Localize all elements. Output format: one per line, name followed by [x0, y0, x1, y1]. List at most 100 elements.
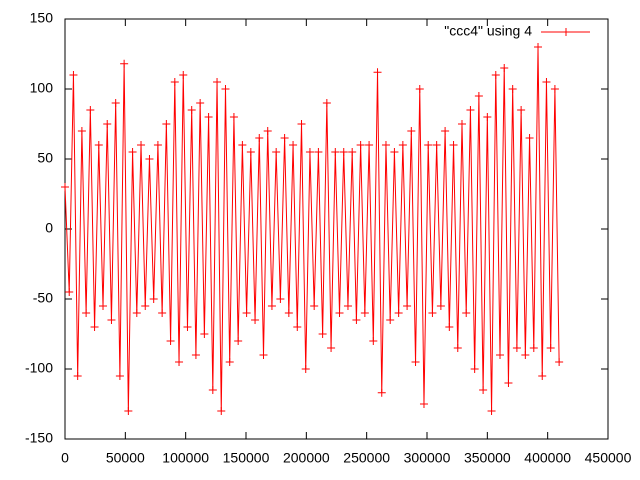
y-tick-label: 100 — [30, 80, 54, 96]
data-point — [111, 99, 120, 107]
data-point — [187, 106, 196, 114]
data-point — [525, 134, 534, 142]
data-point — [301, 365, 310, 373]
legend-label: "ccc4" using 4 — [444, 23, 532, 39]
data-point — [470, 365, 479, 373]
data-point — [115, 372, 124, 380]
data-point — [297, 120, 306, 128]
data-point — [436, 302, 445, 310]
data-point — [61, 183, 69, 191]
data-point — [65, 288, 74, 296]
data-point — [322, 99, 331, 107]
data-point — [251, 316, 260, 324]
x-tick-label: 200000 — [283, 450, 330, 466]
data-point — [373, 68, 382, 77]
data-point — [466, 106, 475, 114]
x-tick-label: 250000 — [343, 450, 390, 466]
data-point — [335, 309, 344, 317]
data-point — [255, 134, 264, 142]
data-point — [90, 323, 99, 331]
data-point — [170, 78, 179, 86]
data-point — [120, 59, 129, 68]
data-point — [546, 344, 555, 352]
data-point — [200, 330, 209, 338]
data-point — [289, 141, 298, 149]
x-tick-label: 300000 — [404, 450, 451, 466]
data-point — [128, 148, 137, 156]
data-point — [234, 337, 243, 345]
data-point — [390, 148, 399, 156]
data-point — [381, 141, 390, 149]
data-point — [415, 85, 424, 93]
x-tick-label: 150000 — [223, 450, 270, 466]
data-point — [403, 302, 412, 310]
data-point — [496, 351, 505, 359]
data-point — [229, 113, 238, 121]
data-point — [453, 344, 462, 352]
data-point — [213, 78, 222, 86]
data-point — [175, 358, 184, 366]
data-point — [398, 141, 407, 149]
data-point — [73, 372, 82, 380]
data-point — [538, 372, 547, 380]
data-point — [191, 351, 200, 359]
data-point — [263, 127, 272, 135]
data-point — [360, 309, 369, 317]
data-point — [517, 106, 526, 114]
data-point — [457, 120, 466, 128]
y-tick-label: 50 — [37, 150, 53, 166]
data-point — [449, 141, 458, 149]
data-point — [225, 358, 234, 366]
data-point — [69, 71, 78, 79]
x-tick-label: 400000 — [524, 450, 571, 466]
data-point — [107, 316, 116, 324]
data-point — [153, 141, 162, 149]
plot-border — [64, 18, 609, 440]
data-point — [145, 155, 154, 163]
data-point — [217, 407, 226, 415]
data-point — [508, 85, 517, 93]
data-point — [86, 106, 95, 114]
data-point — [487, 407, 496, 415]
data-point — [179, 71, 188, 79]
data-point — [103, 120, 112, 128]
data-point — [479, 386, 488, 394]
data-point — [162, 120, 171, 128]
data-point — [327, 344, 336, 352]
data-point — [196, 99, 205, 107]
data-point — [137, 141, 146, 149]
y-tick-label: -150 — [25, 430, 53, 446]
data-point — [293, 323, 302, 331]
data-point — [419, 400, 428, 408]
data-point — [411, 358, 420, 366]
y-tick-label: 150 — [30, 10, 54, 26]
data-point — [512, 344, 521, 352]
data-point — [208, 386, 217, 394]
data-point — [221, 85, 230, 93]
data-point — [246, 148, 255, 156]
data-point — [166, 337, 175, 345]
data-point — [272, 148, 281, 156]
data-point — [474, 92, 483, 100]
data-point — [348, 148, 357, 156]
data-point — [238, 141, 247, 149]
data-point — [242, 309, 251, 317]
data-point — [314, 148, 323, 156]
y-tick-label: -50 — [33, 290, 53, 306]
y-tick-label: -100 — [25, 360, 53, 376]
x-tick-label: 0 — [61, 450, 69, 466]
data-point — [462, 309, 471, 317]
data-point — [149, 295, 158, 303]
data-point — [369, 337, 378, 345]
data-point — [441, 127, 450, 135]
data-point — [491, 71, 500, 79]
data-point — [305, 148, 314, 156]
data-point — [428, 309, 437, 317]
data-point — [365, 141, 374, 149]
data-point — [377, 388, 386, 397]
data-point — [483, 113, 492, 121]
data-point — [394, 309, 403, 317]
data-point — [356, 141, 365, 149]
x-tick-label: 100000 — [162, 450, 209, 466]
x-tick-label: 350000 — [464, 450, 511, 466]
